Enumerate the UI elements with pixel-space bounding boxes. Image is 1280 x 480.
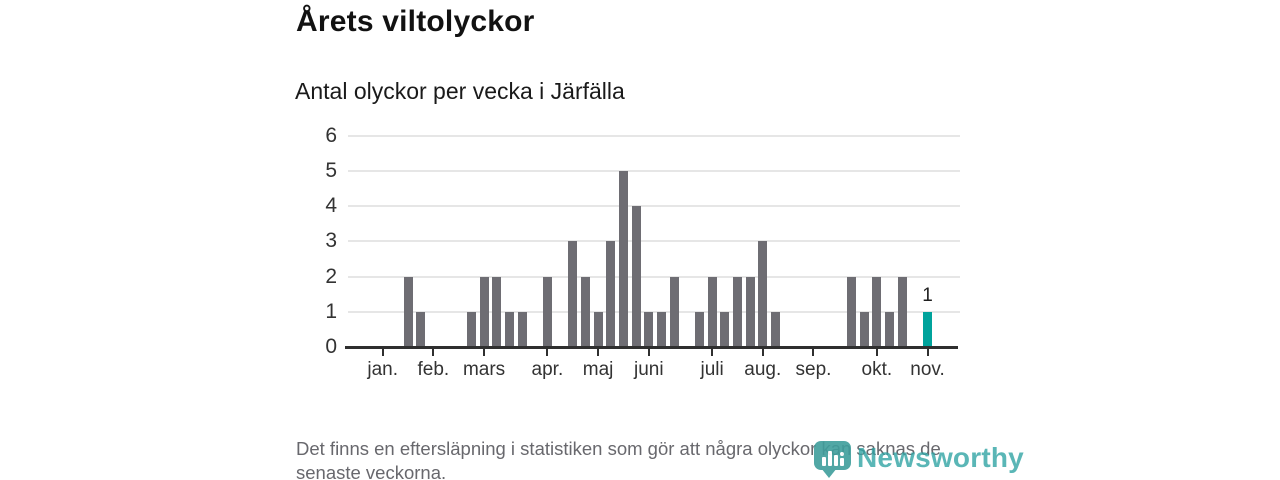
x-axis-label: apr. <box>531 359 564 380</box>
x-axis-tick <box>546 349 549 356</box>
y-gridline <box>348 205 960 208</box>
bar-week <box>732 276 742 346</box>
bar-week <box>492 276 502 346</box>
x-axis-label: maj <box>582 359 614 380</box>
newsworthy-pin-barchart-icon <box>814 441 852 479</box>
y-axis-label: 3 <box>325 229 337 253</box>
y-gridline <box>348 170 960 173</box>
x-axis-tick <box>711 349 714 356</box>
x-axis-tick <box>483 349 486 356</box>
x-axis-tick <box>597 349 600 356</box>
y-axis-label: 4 <box>325 194 337 218</box>
bar-week <box>631 206 641 346</box>
bar-week <box>770 311 780 346</box>
bar-week <box>872 276 882 346</box>
bar-week <box>897 276 907 346</box>
bar-week <box>885 311 894 346</box>
x-axis-tick <box>875 349 878 356</box>
bar-week <box>416 311 426 346</box>
y-gridline <box>348 275 960 278</box>
x-axis-tick <box>761 349 764 356</box>
page-title: Årets viltolyckor <box>296 5 535 38</box>
x-axis-label: feb. <box>417 359 450 380</box>
bar-week-highlight <box>923 311 933 346</box>
bar-week <box>758 241 768 346</box>
x-axis-tick <box>812 349 815 356</box>
x-axis-tick <box>926 349 929 356</box>
bar-week <box>403 276 413 346</box>
bar-week <box>707 276 717 346</box>
footer-note: Det finns en eftersläpning i statistiken… <box>296 438 941 480</box>
x-axis-line <box>345 346 958 349</box>
y-axis-label: 6 <box>325 123 337 147</box>
y-gridline <box>348 310 960 313</box>
x-axis-label: juli <box>700 359 724 380</box>
bar-week <box>859 311 869 346</box>
x-axis-label: juni <box>633 359 664 380</box>
y-axis-label: 2 <box>325 264 337 288</box>
x-axis-label: nov. <box>910 359 945 380</box>
bar-week <box>466 311 476 346</box>
newsworthy-logo: Newsworthy <box>811 439 1024 480</box>
y-axis-label: 5 <box>325 159 337 183</box>
y-axis-label: 1 <box>325 299 337 323</box>
y-axis-label: 0 <box>325 335 337 358</box>
x-axis-label: mars <box>462 359 506 380</box>
bar-week <box>593 311 603 346</box>
y-gridline <box>348 134 960 137</box>
bar-week <box>542 276 552 346</box>
bar-week <box>644 311 654 346</box>
bar-week <box>504 311 514 346</box>
bar-week <box>479 276 489 346</box>
bar-week <box>580 276 590 346</box>
x-axis-label: sep. <box>795 359 832 380</box>
x-axis-tick <box>647 349 650 356</box>
bar-week <box>669 276 679 346</box>
newsworthy-wordmark: Newsworthy <box>857 442 1024 473</box>
x-axis-tick <box>381 349 384 356</box>
y-gridline <box>348 240 960 243</box>
bar-week <box>517 311 527 346</box>
bar-week <box>618 171 628 346</box>
chart-subtitle: Antal olyckor per vecka i Järfälla <box>295 78 625 104</box>
bar-week <box>606 241 616 346</box>
bar-week <box>656 311 666 346</box>
x-axis-tick <box>432 349 435 356</box>
x-axis-label: jan. <box>367 359 399 380</box>
x-axis-label: aug. <box>744 359 782 380</box>
bar-week <box>568 241 578 346</box>
x-axis-label: okt. <box>861 359 893 380</box>
bar-week <box>694 311 704 346</box>
bar-week <box>847 276 856 346</box>
bar-week <box>745 276 755 346</box>
bar-week <box>720 311 730 346</box>
bar-value-label: 1 <box>922 284 933 306</box>
